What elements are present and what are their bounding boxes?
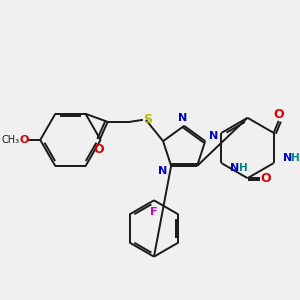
Text: N: N [230,163,240,173]
Text: H: H [238,163,247,173]
Text: F: F [150,207,158,218]
Text: N: N [208,131,218,141]
Text: O: O [93,142,104,155]
Text: N: N [283,153,292,163]
Text: CH₃: CH₃ [1,135,19,145]
Text: S: S [143,113,152,126]
Text: N: N [158,166,168,176]
Text: N: N [178,113,187,123]
Text: O: O [260,172,271,185]
Text: H: H [291,153,299,163]
Text: O: O [273,108,284,121]
Text: O: O [20,135,29,145]
